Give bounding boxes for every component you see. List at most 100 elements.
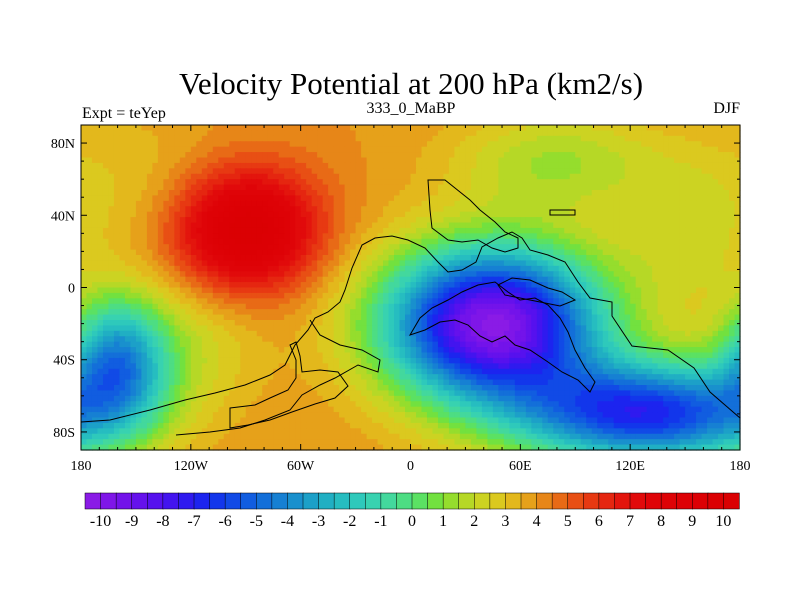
field-cell (135, 141, 143, 148)
field-cell (124, 135, 132, 142)
field-cell (536, 320, 543, 327)
field-cell (520, 168, 527, 175)
field-cell (492, 227, 499, 234)
field-cell (690, 325, 697, 332)
field-cell (674, 157, 681, 164)
field-cell (602, 336, 609, 343)
field-cell (146, 276, 153, 283)
field-cell (383, 287, 390, 294)
field-cell (712, 336, 719, 343)
field-cell (262, 320, 269, 327)
field-cell (102, 309, 110, 316)
field-cell (487, 195, 494, 202)
field-cell (602, 222, 609, 229)
field-cell (317, 184, 324, 191)
field-cell (190, 298, 197, 305)
field-cell (97, 309, 104, 316)
field-cell (344, 168, 351, 175)
field-cell (212, 249, 219, 256)
field-cell (328, 282, 335, 289)
field-cell (108, 233, 115, 240)
field-cell (597, 179, 604, 186)
field-cell (223, 168, 230, 175)
field-cell (459, 287, 467, 294)
field-cell (333, 222, 340, 229)
field-cell (481, 152, 488, 159)
field-cell (470, 157, 477, 164)
field-cell (564, 157, 571, 164)
field-cell (355, 347, 362, 354)
field-cell (81, 179, 88, 186)
field-cell (350, 336, 357, 343)
field-cell (443, 276, 450, 283)
field-cell (168, 271, 175, 278)
field-cell (81, 206, 88, 213)
field-cell (311, 255, 318, 262)
field-cell (284, 282, 291, 289)
field-cell (295, 244, 302, 251)
field-cell (361, 125, 368, 132)
field-cell (569, 190, 576, 197)
field-cell (712, 282, 719, 289)
field-cell (432, 184, 439, 191)
field-cell (344, 320, 351, 327)
field-cell (536, 330, 543, 337)
field-cell (322, 195, 329, 202)
field-cell (679, 303, 686, 310)
field-cell (113, 173, 121, 180)
field-cell (476, 190, 483, 197)
field-cell (509, 168, 516, 175)
field-cell (394, 152, 401, 159)
field-cell (152, 125, 159, 132)
field-cell (333, 255, 340, 262)
field-cell (256, 135, 263, 142)
field-cell (278, 227, 285, 234)
field-cell (558, 130, 565, 137)
field-cell (470, 195, 477, 202)
field-cell (520, 217, 527, 224)
field-cell (481, 195, 488, 202)
field-cell (174, 282, 181, 289)
field-cell (635, 292, 642, 299)
field-cell (470, 330, 477, 337)
field-cell (558, 298, 565, 305)
field-cell (630, 309, 637, 316)
field-cell (630, 292, 637, 299)
field-cell (388, 341, 395, 348)
field-cell (531, 265, 538, 272)
field-cell (311, 325, 318, 332)
field-cell (575, 255, 582, 262)
field-cell (723, 244, 730, 251)
field-cell (201, 227, 208, 234)
field-cell (86, 347, 93, 354)
field-cell (394, 244, 401, 251)
field-cell (608, 141, 615, 148)
field-cell (108, 130, 115, 137)
field-cell (503, 227, 510, 234)
field-cell (168, 206, 175, 213)
field-cell (520, 271, 527, 278)
field-cell (608, 206, 615, 213)
field-cell (525, 255, 532, 262)
field-cell (503, 157, 510, 164)
field-cell (437, 271, 445, 278)
field-cell (498, 260, 505, 267)
field-cell (141, 195, 148, 202)
field-cell (674, 271, 681, 278)
field-cell (229, 190, 236, 197)
field-cell (531, 135, 538, 142)
field-cell (383, 152, 390, 159)
field-cell (245, 347, 252, 354)
field-cell (91, 238, 99, 245)
field-cell (707, 282, 714, 289)
field-cell (207, 336, 214, 343)
field-cell (141, 152, 148, 159)
field-cell (630, 146, 637, 153)
field-cell (372, 292, 379, 299)
field-cell (234, 190, 241, 197)
field-cell (262, 314, 269, 321)
field-cell (701, 179, 708, 186)
field-cell (218, 238, 225, 245)
field-cell (394, 330, 401, 337)
field-cell (520, 135, 527, 142)
